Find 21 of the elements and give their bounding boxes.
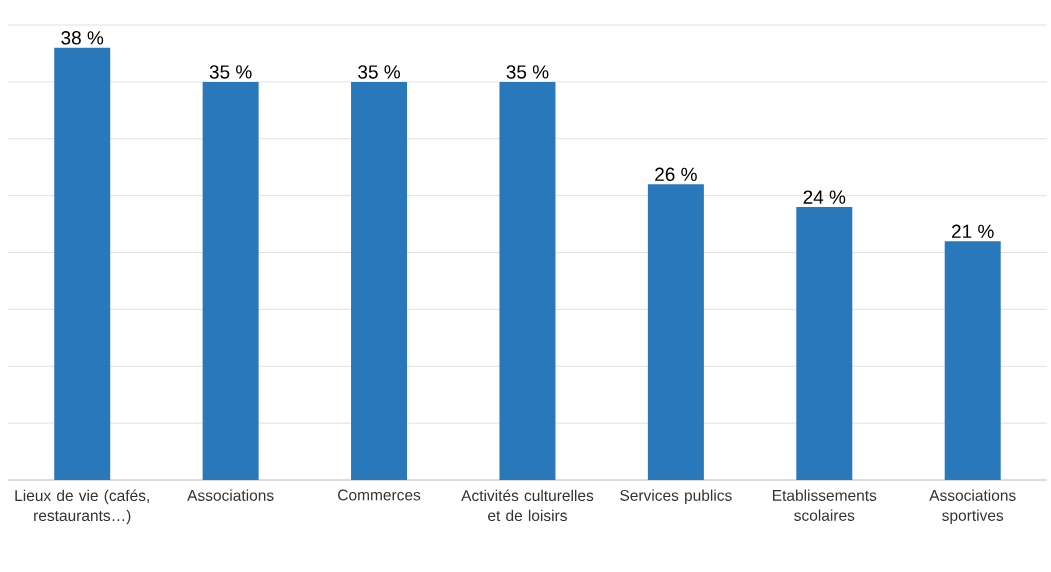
bar xyxy=(796,207,853,480)
x-tick-label: Etablissements scolaires xyxy=(773,489,877,521)
data-label: 38 % xyxy=(61,31,104,45)
bar xyxy=(54,47,111,480)
x-tick-label: Associations xyxy=(187,489,274,501)
x-tick-label: Services publics xyxy=(620,489,732,504)
data-label: 35 % xyxy=(358,65,400,79)
x-tick-label: Commerces xyxy=(338,489,421,501)
data-label: 21 % xyxy=(952,224,994,238)
x-tick-label: Activités culturelles et de loisirs xyxy=(461,489,594,522)
bar xyxy=(202,81,259,480)
bar xyxy=(647,184,704,480)
data-label: 35 % xyxy=(209,65,252,79)
data-label: 26 % xyxy=(655,167,697,182)
bar xyxy=(944,241,1001,480)
bar xyxy=(499,81,556,480)
x-tick-label: Associations sportives xyxy=(929,489,1016,524)
x-tick-label: Lieux de vie (cafés, restaurants…) xyxy=(15,489,149,525)
data-label: 24 % xyxy=(803,190,846,204)
data-label: 35 % xyxy=(506,65,549,79)
bar xyxy=(351,81,408,480)
